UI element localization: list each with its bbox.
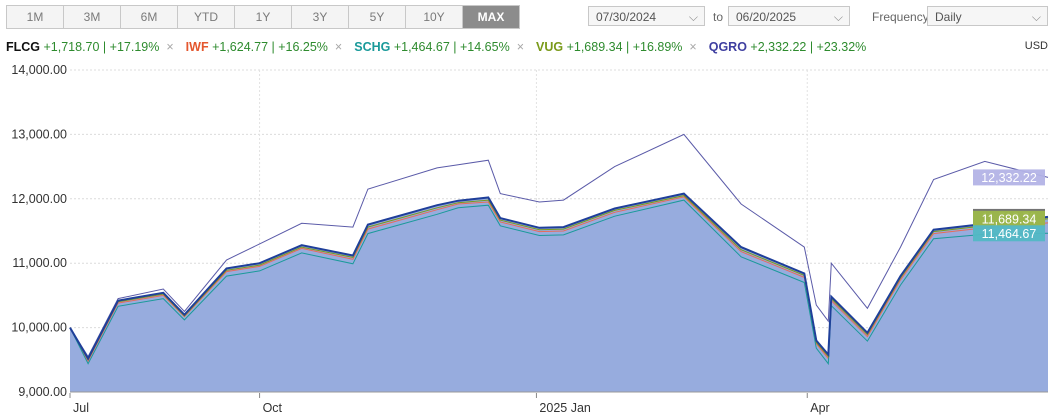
currency-label: USD (1024, 40, 1048, 52)
y-tick-label: 11,000.00 (12, 256, 67, 270)
start-date-value: 07/30/2024 (596, 10, 657, 24)
x-tick-label: Jul (73, 401, 89, 415)
legend-item-qgro: QGRO +2,332.22 | +23.32% (709, 40, 867, 54)
end-label-box (973, 225, 1045, 242)
series-line-schg (69, 199, 1049, 366)
x-tick-label: Oct (263, 401, 283, 415)
end-label-qgro: 12,332.22 (973, 169, 1045, 186)
legend-symbol: VUG (536, 40, 564, 54)
end-label-box (973, 210, 1045, 227)
range-button-max[interactable]: MAX (463, 5, 520, 29)
legend-symbol: SCHG (354, 40, 391, 54)
end-label-box (973, 169, 1045, 186)
series-line-vug (69, 195, 1049, 361)
series-line-iwf (69, 196, 1049, 363)
x-tick-label: 2025 Jan (539, 401, 590, 415)
remove-series-icon[interactable]: × (166, 40, 174, 54)
remove-series-icon[interactable]: × (516, 40, 524, 54)
end-date-value: 06/20/2025 (736, 10, 797, 24)
range-button-10y[interactable]: 10Y (406, 5, 463, 29)
area-flcg (70, 193, 1048, 392)
legend-symbol: IWF (185, 40, 209, 54)
to-label: to (713, 10, 724, 24)
frequency-label: Frequency (872, 10, 929, 24)
y-tick-label: 12,000.00 (11, 192, 67, 206)
remove-series-icon[interactable]: × (334, 40, 343, 54)
range-button-1y[interactable]: 1Y (235, 5, 292, 29)
y-tick-label: 9,000.00 (18, 385, 67, 399)
range-button-5y[interactable]: 5Y (349, 5, 406, 29)
legend-item-iwf: IWF +1,624.77 | +16.25% × (186, 40, 350, 54)
remove-series-icon[interactable]: × (689, 40, 697, 54)
frequency-select[interactable]: Daily ⌵ (927, 6, 1048, 26)
chevron-down-icon: ⌵ (1031, 10, 1041, 24)
chevron-down-icon: ⌵ (833, 10, 843, 24)
legend-change: +1,464.67 | +14.65% (390, 40, 510, 54)
end-label-text: 12,332.22 (981, 171, 1037, 185)
legend-symbol: FLCG (6, 40, 41, 54)
range-button-group: 1M 3M 6M YTD 1Y 3Y 5Y 10Y MAX (6, 5, 520, 29)
end-date-field[interactable]: 06/20/2025 ⌵ (728, 6, 850, 26)
frequency-value: Daily (935, 10, 962, 24)
legend: FLCG +1,718.70 | +17.19% × IWF +1,624.77 |… (6, 40, 871, 58)
range-button-1m[interactable]: 1M (6, 5, 64, 29)
chevron-down-icon: ⌵ (688, 10, 698, 24)
end-label-vug: 11,689.34 (973, 210, 1045, 227)
y-tick-label: 14,000.00 (11, 63, 67, 77)
range-button-ytd[interactable]: YTD (178, 5, 235, 29)
y-tick-label: 13,000.00 (11, 127, 67, 141)
series-line-flcg (69, 192, 1049, 361)
end-label-text: 11,689.34 (982, 212, 1037, 226)
legend-item-vug: VUG +1,689.34 | +16.89% × (536, 40, 704, 54)
end-label-text: 11,464.67 (982, 227, 1037, 241)
start-date-field[interactable]: 07/30/2024 ⌵ (588, 6, 705, 26)
legend-change: +1,689.34 | +16.89% (563, 40, 683, 54)
legend-item-flcg: FLCG +1,718.70 | +17.19% × (6, 40, 181, 54)
legend-change: +1,624.77 | +16.25% (208, 40, 328, 54)
range-button-3m[interactable]: 3M (64, 5, 121, 29)
y-tick-label: 10,000.00 (11, 321, 67, 335)
range-button-3y[interactable]: 3Y (292, 5, 349, 29)
legend-item-schg: SCHG +1,464.67 | +14.65% × (354, 40, 531, 54)
legend-change: +1,718.70 | +17.19% (40, 40, 160, 54)
end-label-schg: 11,464.67 (973, 225, 1045, 242)
range-button-6m[interactable]: 6M (121, 5, 178, 29)
series-line-qgro (69, 133, 1049, 358)
legend-symbol: QGRO (708, 40, 747, 54)
legend-change: +2,332.22 | +23.32% (746, 40, 867, 54)
x-tick-label: Apr (810, 401, 829, 415)
